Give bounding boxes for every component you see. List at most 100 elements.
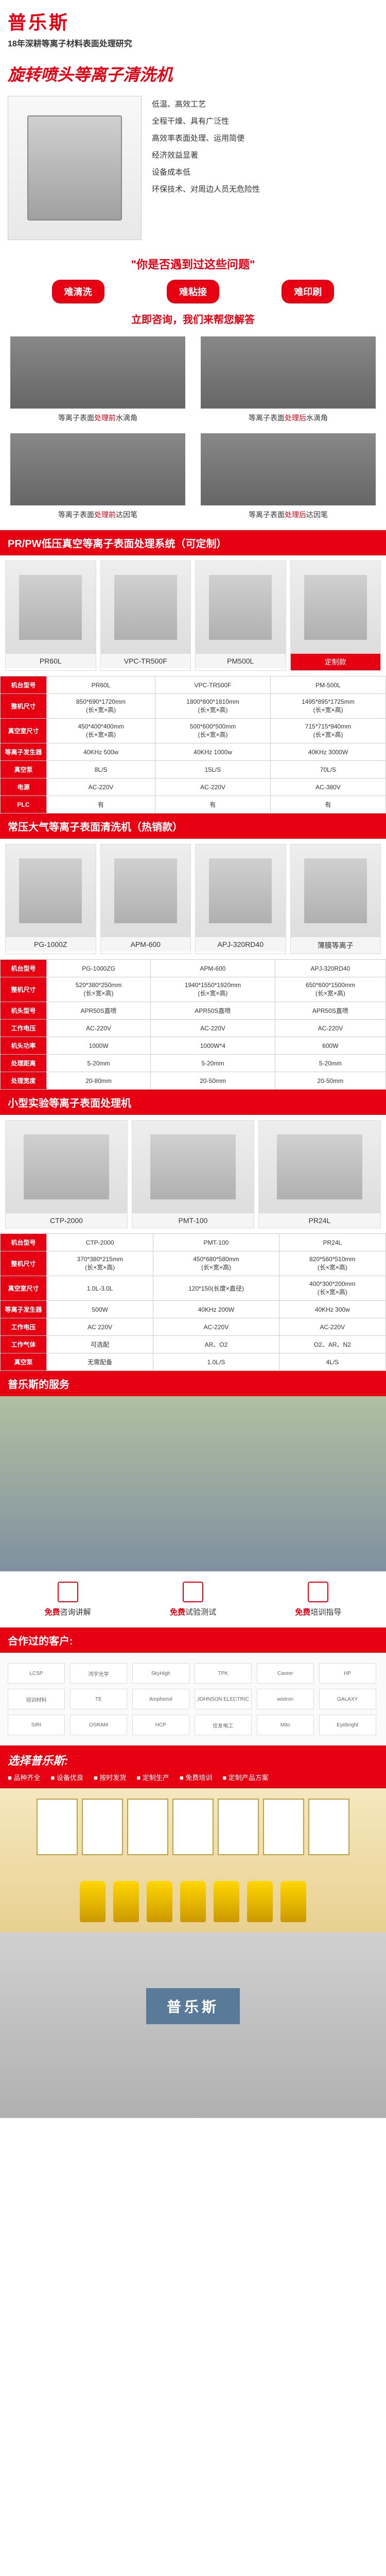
spec-value: 8L/S <box>47 761 155 778</box>
brand-name: 普乐斯 <box>8 8 378 35</box>
spec-value: 520*380*250mm(长×宽×高) <box>47 977 151 1002</box>
product-image <box>101 844 191 937</box>
product-card[interactable]: APJ-320RD40 <box>195 844 286 954</box>
brand-subtitle: 18年深耕等离子材料表面处理研究 <box>8 37 378 49</box>
spec-value: 20-80mm <box>47 1072 151 1090</box>
spec-label: 工作电压 <box>1 1020 47 1037</box>
feature-item: 低温、高效工艺 <box>152 96 378 113</box>
spec-value: CTP-2000 <box>47 1234 153 1251</box>
choose-item: ■ 设备优良 <box>50 1772 83 1782</box>
spec-value: 40KHz 3000W <box>271 743 386 761</box>
feature-item: 经济效益显著 <box>152 147 378 164</box>
service-highlight: 免费 <box>170 1608 185 1617</box>
choose-item: ■ 定制产品方案 <box>222 1772 268 1782</box>
product-card[interactable]: PG-1000Z <box>5 844 96 954</box>
spec-value: 5-20mm <box>275 1055 385 1072</box>
product-card[interactable]: APM-600 <box>100 844 191 954</box>
spec-value: 有 <box>47 796 155 814</box>
product-card[interactable]: PMT-100 <box>132 1120 254 1228</box>
problem-bubble: 难印刷 <box>282 280 334 303</box>
partner-logo: HP <box>319 1663 376 1684</box>
trophy <box>247 1881 273 1922</box>
spec-label: 机台型号 <box>1 1234 47 1251</box>
factory-sign: 普乐斯 <box>146 1988 240 2024</box>
compare-label: 等离子表面处理后水滴角 <box>201 413 376 423</box>
section-header: PR/PW低压真空等离子表面处理系统（可定制） <box>0 530 386 555</box>
service-icon <box>58 1582 78 1602</box>
spec-value: VPC-TR500F <box>155 676 271 694</box>
section-header: 常压大气等离子表面清洗机（热销款） <box>0 814 386 839</box>
product-name: APJ-320RD40 <box>196 937 286 952</box>
spec-label: 机头功率 <box>1 1037 47 1055</box>
certificate <box>172 1799 214 1855</box>
spec-label: 真空室尺寸 <box>1 719 47 743</box>
spec-table: 机台型号CTP-2000PMT-100PR24L整机尺寸370*380*215m… <box>0 1233 386 1371</box>
compare-image <box>10 433 185 505</box>
service-item: 免费咨询讲解 <box>5 1582 130 1617</box>
spec-value: AC-220V <box>151 1020 275 1037</box>
spec-value: 1000W*4 <box>151 1037 275 1055</box>
feature-item: 环保技术、对周边人员无危险性 <box>152 181 378 198</box>
spec-label: 处理宽度 <box>1 1072 47 1090</box>
spec-value: 有 <box>155 796 271 814</box>
partner-logo: GALAXY <box>319 1689 376 1709</box>
spec-value: APJ-320RD40 <box>275 960 385 977</box>
trophy <box>113 1881 139 1922</box>
partners-header: 合作过的客户: <box>0 1628 386 1653</box>
spec-value: APM-600 <box>151 960 275 977</box>
product-name: PG-1000Z <box>6 937 96 952</box>
trophy <box>180 1881 206 1922</box>
choose-item: ■ 品种齐全 <box>8 1772 40 1782</box>
partner-logo: Career <box>257 1663 314 1684</box>
spec-value: 无需配备 <box>47 1353 153 1371</box>
service-text: 培训指导 <box>310 1608 341 1617</box>
spec-value: 715*715*940mm(长×宽×高) <box>271 719 386 743</box>
spec-value: 5-20mm <box>47 1055 151 1072</box>
spec-value: 40KHz 500w <box>47 743 155 761</box>
service-text: 试验测试 <box>185 1608 216 1617</box>
trophy <box>214 1881 239 1922</box>
spec-value: PMT-100 <box>153 1234 279 1251</box>
spec-value: 1495*895*1725mm(长×宽×高) <box>271 694 386 719</box>
spec-label: 真空泵 <box>1 761 47 778</box>
product-name: 薄膜等离子 <box>291 937 381 954</box>
spec-value: 400*300*200mm(长×宽×高) <box>279 1276 385 1301</box>
partner-logo: wistron <box>257 1689 314 1709</box>
compare-item: 等离子表面处理后达因笔 <box>201 433 376 520</box>
spec-value: AC-220V <box>155 778 271 796</box>
product-card[interactable]: 定制款 <box>290 561 381 671</box>
spec-value: AC-220V <box>47 1020 151 1037</box>
spec-value: 370*380*215mm(长×宽×高) <box>47 1251 153 1276</box>
spec-value: 650*600*1500mm(长×宽×高) <box>275 977 385 1002</box>
spec-value: AC-220V <box>279 1318 385 1336</box>
compare-item: 等离子表面处理后水滴角 <box>201 336 376 423</box>
product-card[interactable]: 薄膜等离子 <box>290 844 381 954</box>
product-image <box>291 844 381 937</box>
spec-value: 有 <box>271 796 386 814</box>
compare-image <box>10 336 185 409</box>
spec-value: 40KHz 300w <box>279 1301 385 1318</box>
product-name: PR24L <box>259 1213 380 1228</box>
choose-section: 选择普乐斯: ■ 品种齐全■ 设备优良■ 按时发货■ 定制生产■ 免费培训■ 定… <box>0 1745 386 1788</box>
product-name: PR60L <box>6 654 96 668</box>
spec-value: 1940*1550*1920mm(长×宽×高) <box>151 977 275 1002</box>
service-icon <box>183 1582 203 1602</box>
feature-list: 低温、高效工艺全程干燥、具有广泛性高效率表面处理、运用简便经济效益显著设备成本低… <box>152 96 378 240</box>
product-image <box>101 561 191 654</box>
trophy <box>147 1881 172 1922</box>
certificate <box>263 1799 304 1855</box>
service-text: 咨询讲解 <box>60 1608 91 1617</box>
spec-value: 15L/S <box>155 761 271 778</box>
spec-value: 600W <box>275 1037 385 1055</box>
spec-value: 5-20mm <box>151 1055 275 1072</box>
product-image <box>196 844 286 937</box>
spec-value: 500*600*500mm(长×宽×高) <box>155 719 271 743</box>
product-card[interactable]: PM500L <box>195 561 286 671</box>
product-name: PM500L <box>196 654 286 668</box>
product-card[interactable]: VPC-TR500F <box>100 561 191 671</box>
partner-logo: Eyebright <box>319 1715 376 1735</box>
product-card[interactable]: CTP-2000 <box>5 1120 128 1228</box>
product-card[interactable]: PR24L <box>258 1120 381 1228</box>
spec-value: AC 220V <box>47 1318 153 1336</box>
product-card[interactable]: PR60L <box>5 561 96 671</box>
